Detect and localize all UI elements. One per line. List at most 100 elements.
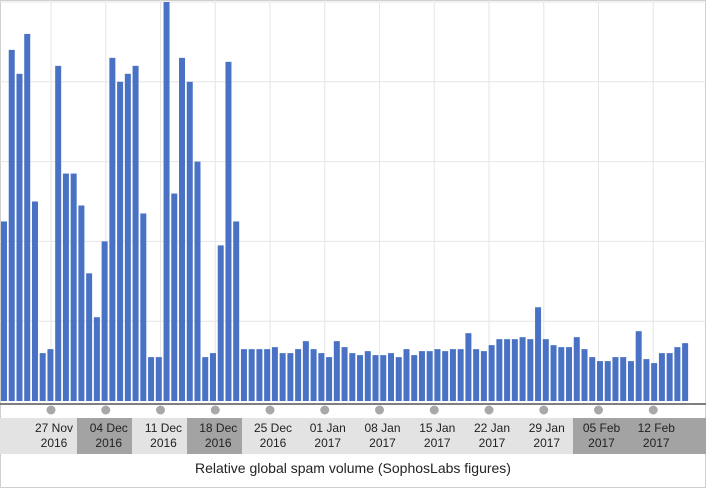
bar <box>78 205 85 401</box>
tick-marker <box>101 405 111 415</box>
bar <box>596 361 603 401</box>
tick-label-year: 2017 <box>643 436 670 450</box>
bar <box>651 363 658 402</box>
bar <box>418 351 425 402</box>
bar <box>209 353 216 401</box>
bar <box>124 73 131 401</box>
date-band <box>461 418 516 454</box>
tick-marker <box>429 405 439 415</box>
tick-label-year: 2016 <box>260 436 287 450</box>
bar <box>39 353 46 401</box>
bar <box>155 357 162 401</box>
tick-marker <box>156 405 165 415</box>
date-band <box>406 418 461 454</box>
bar <box>256 349 263 401</box>
tick-label-year: 2016 <box>41 436 68 450</box>
bar <box>504 339 511 401</box>
date-band <box>573 418 629 454</box>
bar <box>279 353 286 401</box>
tick-label-date: 22 Jan <box>474 421 510 435</box>
bar <box>581 349 588 401</box>
tick-label-date: 27 Nov <box>35 421 73 435</box>
bar <box>535 307 542 402</box>
bar <box>573 337 580 401</box>
bar <box>550 345 557 401</box>
bar <box>519 337 526 401</box>
bar <box>117 81 124 402</box>
bar <box>364 351 371 402</box>
tick-marker <box>484 405 494 415</box>
bar <box>163 2 170 401</box>
bar <box>349 353 356 401</box>
bar <box>47 349 54 401</box>
bar <box>558 347 565 401</box>
tick-label-date: 08 Jan <box>364 421 400 435</box>
bar <box>240 349 247 401</box>
bar <box>511 339 518 401</box>
bar <box>310 349 317 401</box>
bar <box>186 81 193 402</box>
bar <box>264 349 271 401</box>
bar <box>480 351 487 402</box>
bar <box>295 349 302 401</box>
date-band <box>351 418 406 454</box>
bar <box>589 357 596 401</box>
bar <box>488 345 495 401</box>
tick-marker <box>210 405 220 415</box>
bar <box>403 349 410 401</box>
x-axis <box>0 403 706 415</box>
tick-marker <box>375 405 384 415</box>
tick-label-date: 25 Dec <box>254 421 292 435</box>
tick-label-date: 18 Dec <box>199 421 237 435</box>
bar <box>326 357 333 401</box>
bar <box>388 353 394 401</box>
tick-label-date: 11 Dec <box>145 421 182 435</box>
bar <box>627 361 634 401</box>
bar <box>93 317 100 401</box>
date-band <box>187 418 242 454</box>
bar <box>132 65 139 401</box>
tick-label-date: 29 Jan <box>529 421 565 435</box>
tick-marker <box>648 405 658 415</box>
bar <box>171 193 178 401</box>
date-band <box>297 418 351 454</box>
bar <box>318 353 325 401</box>
bar <box>380 355 387 402</box>
tick-label-date: 12 Feb <box>638 421 676 435</box>
bar <box>635 331 642 401</box>
bar <box>217 245 224 401</box>
bar <box>233 221 240 401</box>
tick-label-date: 04 Dec <box>90 421 128 435</box>
bar <box>287 353 294 401</box>
tick-label-year: 2017 <box>314 436 341 450</box>
tick-marker <box>265 405 275 415</box>
tick-label-date: 01 Jan <box>310 421 346 435</box>
tick-marker <box>46 405 56 415</box>
bar <box>140 213 147 401</box>
bar <box>658 353 665 401</box>
bar <box>566 347 573 401</box>
bar <box>86 273 93 401</box>
bar <box>225 61 232 401</box>
bar <box>457 349 464 401</box>
date-band <box>77 418 132 454</box>
bar <box>473 349 480 401</box>
date-band <box>132 418 187 454</box>
bar <box>179 57 186 402</box>
date-band <box>629 418 706 454</box>
bar <box>109 57 116 402</box>
tick-label-year: 2017 <box>533 436 560 450</box>
bar <box>357 355 364 402</box>
bar <box>372 355 379 402</box>
bar <box>442 351 449 402</box>
date-band <box>242 418 297 454</box>
bar <box>1 221 7 401</box>
bar <box>411 355 418 402</box>
bar <box>8 49 15 401</box>
chart-caption: Relative global spam volume (SophosLabs … <box>195 460 511 476</box>
tick-marker <box>539 405 549 415</box>
tick-label-year: 2017 <box>424 436 451 450</box>
bar <box>465 333 472 401</box>
